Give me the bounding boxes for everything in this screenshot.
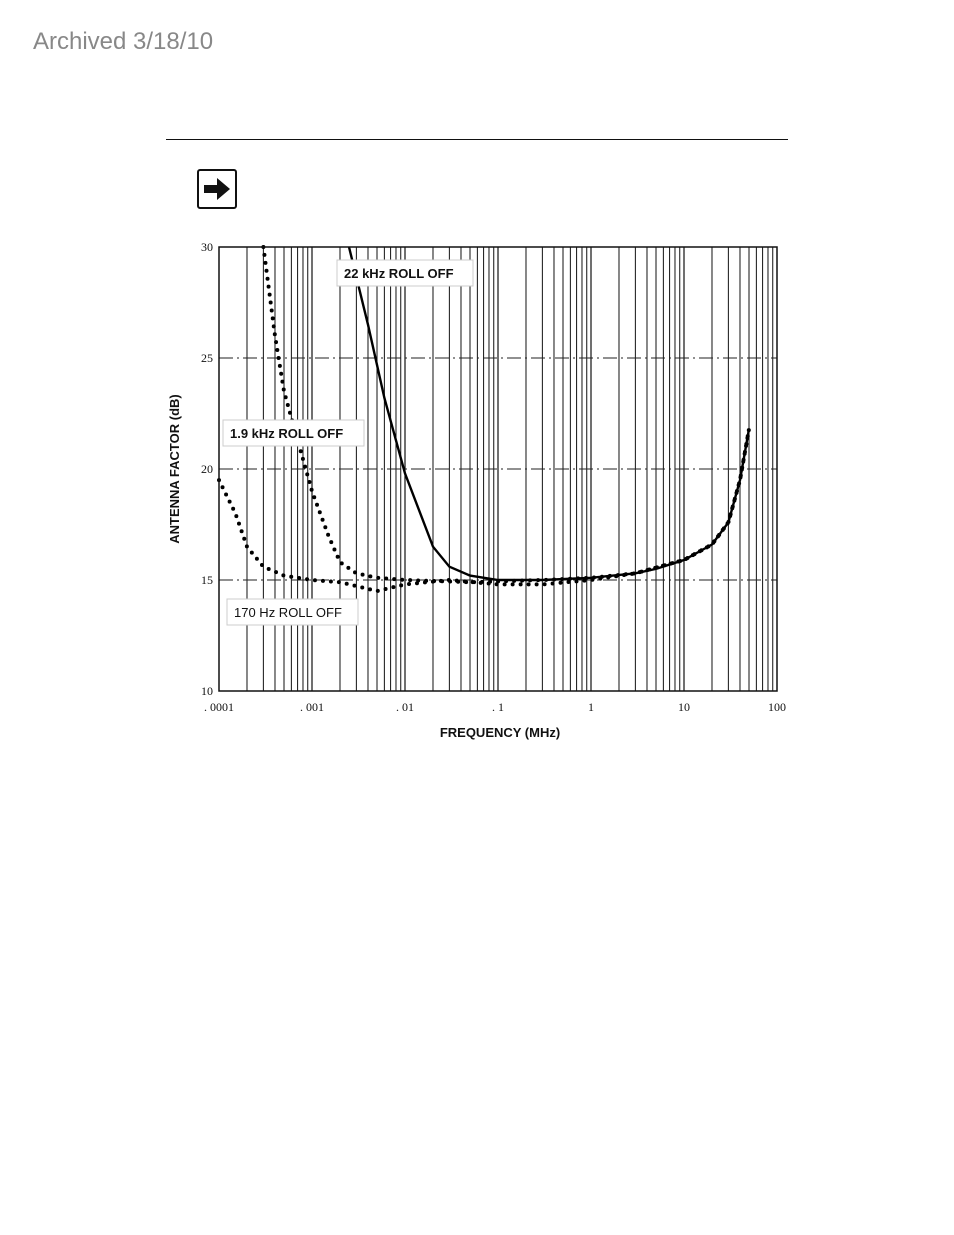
- x-tick-label: . 1: [492, 700, 504, 714]
- horizontal-rule: [166, 139, 788, 140]
- series-line-3: [217, 427, 751, 594]
- annotation-label: 22 kHz ROLL OFF: [344, 266, 454, 281]
- series-group: [217, 245, 751, 594]
- annotation-box: [222, 419, 365, 447]
- archived-label: Archived 3/18/10: [33, 28, 214, 55]
- series-line-1: [347, 246, 751, 582]
- annotation-label: 1.9 kHz ROLL OFF: [230, 426, 343, 441]
- y-axis-title: ANTENNA FACTOR (dB): [167, 394, 182, 544]
- y-tick-label: 15: [201, 573, 213, 587]
- x-tick-label: . 0001: [204, 700, 234, 714]
- annotation-label: 170 Hz ROLL OFF: [234, 605, 342, 620]
- y-tick-label: 25: [201, 351, 213, 365]
- axes: 10 15 20 25 30 . 0001 . 001 . 01 . 1 1 10 100 FREQUE…: [167, 240, 786, 740]
- x-tick-label: 100: [768, 700, 786, 714]
- series-line-2: [261, 245, 751, 585]
- antenna-factor-chart: 10 15 20 25 30 . 0001 . 001 . 01 . 1 1 10 100 FREQUE…: [150, 230, 810, 750]
- chart-svg: 10 15 20 25 30 . 0001 . 001 . 01 . 1 1 10 100 FREQUE…: [167, 240, 786, 740]
- annotations: 22 kHz ROLL OFF 1.9 kHz ROLL OFF 170 Hz RO…: [222, 259, 474, 626]
- arrow-right-icon: [197, 169, 237, 209]
- x-tick-label: . 001: [300, 700, 324, 714]
- x-tick-label: 10: [678, 700, 690, 714]
- y-tick-label: 30: [201, 240, 213, 254]
- x-axis-title: FREQUENCY (MHz): [440, 725, 560, 740]
- annotation-box: [336, 259, 474, 287]
- y-tick-label: 20: [201, 462, 213, 476]
- x-tick-label: 1: [588, 700, 594, 714]
- x-tick-label: . 01: [396, 700, 414, 714]
- y-tick-label: 10: [201, 684, 213, 698]
- annotation-box: [226, 598, 359, 626]
- plot-frame: [218, 246, 778, 692]
- plot-border: [218, 246, 778, 692]
